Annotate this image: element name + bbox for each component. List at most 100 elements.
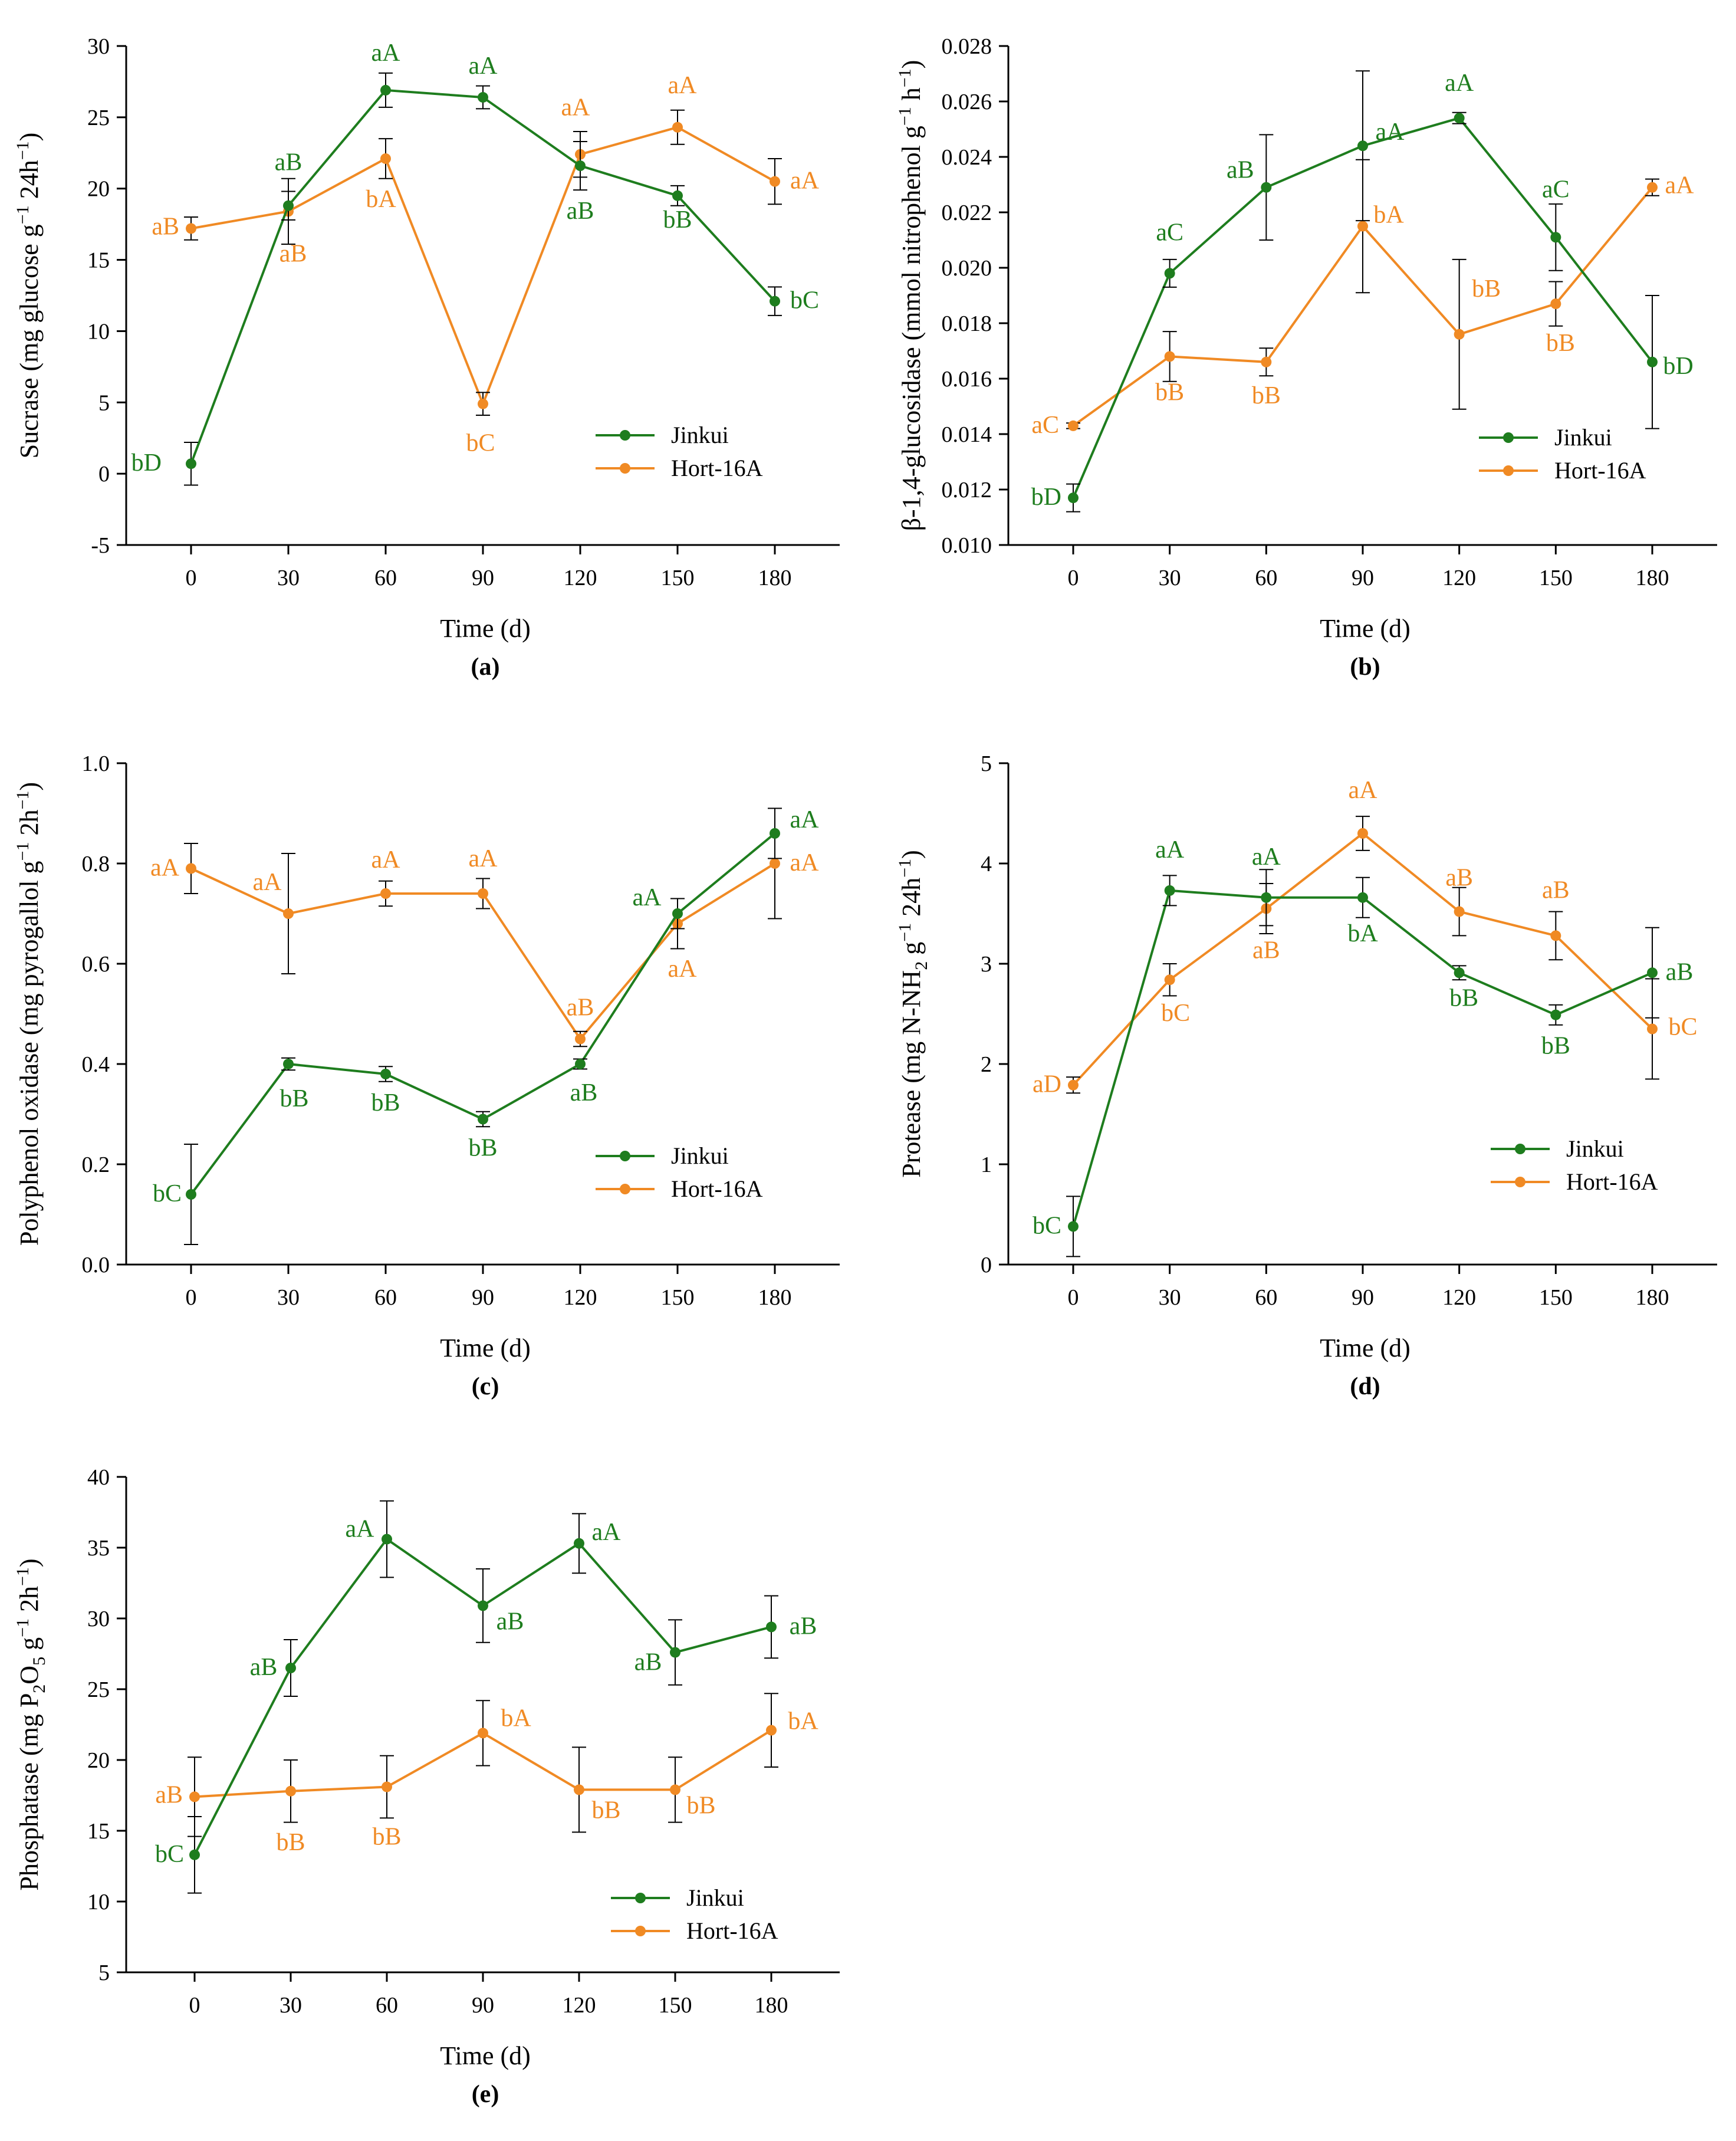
significance-label: aA: [253, 869, 282, 896]
x-axis-label: Time (d): [1320, 1334, 1410, 1362]
legend-entry: Jinkui: [596, 422, 729, 448]
significance-label: bB: [1541, 1033, 1570, 1060]
significance-label: bB: [591, 1797, 620, 1824]
data-point: [1164, 885, 1175, 896]
significance-label: aA: [1665, 172, 1695, 199]
data-point: [1357, 221, 1368, 232]
data-point: [1164, 268, 1175, 279]
legend-marker: [620, 430, 630, 441]
significance-label: bC: [1033, 1212, 1061, 1239]
legend-entry: Jinkui: [1491, 1135, 1624, 1162]
legend-entry: Hort-16A: [1479, 457, 1646, 484]
significance-label: aB: [790, 1613, 817, 1640]
y-axis-label-part: Sucrase (mg glucose g: [15, 224, 44, 458]
significance-label: aA: [469, 845, 498, 872]
x-axis-label: Time (d): [440, 1334, 531, 1362]
data-point: [1068, 1221, 1079, 1232]
data-point: [186, 863, 196, 874]
significance-label: bC: [466, 430, 495, 457]
y-tick-label: 0.020: [942, 256, 992, 281]
data-point: [1647, 356, 1658, 367]
y-axis-label-part: −1: [895, 859, 915, 878]
y-axis-label-part: ): [15, 782, 44, 791]
data-point: [283, 908, 294, 919]
significance-label: aA: [668, 72, 698, 99]
significance-label: aB: [634, 1649, 662, 1676]
legend-label: Hort-16A: [686, 1917, 778, 1944]
significance-label: bC: [153, 1180, 182, 1207]
data-point: [1357, 140, 1368, 152]
data-point: [1550, 298, 1561, 310]
x-tick-label: 180: [758, 566, 792, 590]
series-jinkui: bC bB bB bB aB aA aA: [153, 806, 819, 1245]
significance-label: aB: [567, 994, 594, 1022]
data-point: [670, 1647, 680, 1658]
y-tick-label: 0.012: [942, 478, 992, 503]
series-hort-16a: aC bB bB bA bB bB aA: [1031, 159, 1695, 439]
data-point: [283, 200, 294, 211]
series-hort-16a: aB aB bA bC aA aA aA: [152, 72, 819, 457]
data-point: [478, 92, 488, 103]
x-tick-label: 150: [661, 566, 695, 590]
y-axis-label-part: ): [15, 1558, 44, 1567]
significance-label: aB: [1227, 157, 1254, 184]
y-tick-label: 0.8: [82, 852, 110, 876]
y-axis-label: Phosphatase (mg P2O5 g−1 2h−1): [13, 1558, 49, 1890]
significance-label: aA: [371, 846, 401, 874]
x-tick-label: 180: [1636, 566, 1669, 590]
y-tick-label: 40: [87, 1465, 110, 1490]
y-axis-label: Polyphenol oxidase (mg pyrogallol g−1 2h…: [13, 782, 44, 1246]
data-point: [766, 1621, 777, 1633]
data-point: [575, 1033, 586, 1045]
data-point: [672, 190, 683, 201]
significance-label: aA: [633, 884, 662, 911]
significance-label: bB: [1155, 379, 1184, 406]
y-axis-label-part: 5: [29, 1657, 49, 1666]
significance-label: aC: [1156, 219, 1183, 246]
significance-label: bA: [788, 1708, 818, 1735]
y-tick-label: 15: [87, 248, 110, 273]
y-tick-label: 0.014: [942, 422, 992, 447]
y-tick-label: 0.6: [82, 952, 110, 977]
y-tick-label: 35: [87, 1536, 110, 1561]
significance-label: aB: [152, 213, 179, 240]
legend-marker: [635, 1926, 646, 1936]
legend-marker: [1503, 432, 1514, 443]
y-tick-label: 5: [98, 1961, 110, 1985]
legend-marker: [620, 1151, 630, 1161]
x-tick-label: 120: [564, 566, 597, 590]
significance-label: aA: [668, 955, 698, 983]
y-axis-label-part: ): [15, 133, 44, 142]
panel-label: (a): [471, 654, 500, 681]
y-tick-label: 4: [981, 852, 992, 876]
legend-label: Hort-16A: [671, 1175, 763, 1202]
legend-label: Jinkui: [686, 1884, 744, 1911]
legend-label: Hort-16A: [671, 455, 763, 481]
data-point: [574, 1538, 584, 1549]
y-tick-label: 0.024: [942, 145, 992, 170]
significance-label: bB: [372, 1824, 401, 1851]
data-point: [575, 160, 586, 172]
data-point: [766, 1725, 777, 1736]
y-tick-label: 10: [87, 1890, 110, 1915]
y-axis-label-part: −1: [13, 842, 32, 861]
x-tick-label: 150: [659, 1993, 692, 2018]
significance-label: bD: [1031, 484, 1061, 511]
x-tick-label: 60: [1255, 566, 1277, 590]
panel-label: (d): [1350, 1373, 1380, 1400]
x-tick-label: 30: [1159, 566, 1181, 590]
legend-marker: [1515, 1177, 1525, 1187]
y-tick-label: 2: [981, 1052, 992, 1077]
x-tick-label: 0: [186, 566, 197, 590]
y-axis-label: β-1,4-glucosidase (mmol nitrophenol g−1 …: [895, 60, 926, 531]
significance-label: aC: [1542, 176, 1570, 203]
y-axis-label-part: −1: [13, 205, 32, 224]
significance-label: aC: [1031, 412, 1059, 439]
series-jinkui: bD aC aB aA aA aC bD: [1031, 70, 1694, 513]
x-tick-label: 60: [1255, 1285, 1277, 1310]
y-axis-label-part: −1: [895, 923, 915, 942]
y-axis-label-part: 2: [29, 1684, 49, 1693]
x-tick-label: 30: [280, 1993, 302, 2018]
x-tick-label: 30: [277, 1285, 300, 1310]
y-axis-label-part: ): [897, 60, 926, 69]
